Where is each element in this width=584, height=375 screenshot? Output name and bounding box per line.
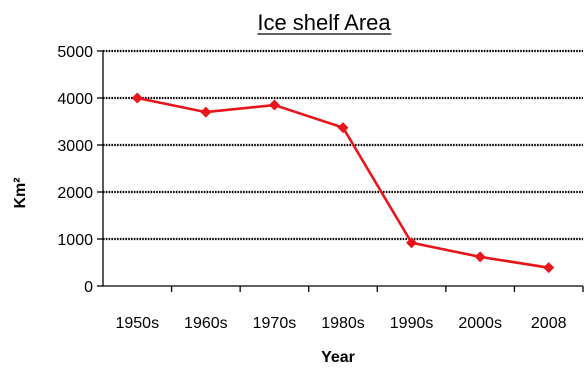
x-tick-label: 2000s	[458, 315, 502, 332]
y-tick-label: 2000	[57, 185, 93, 202]
series	[131, 92, 555, 274]
data-point-marker	[543, 262, 555, 274]
x-tick-label: 1950s	[115, 315, 159, 332]
y-tick-label: 1000	[57, 232, 93, 249]
y-tick-label: 0	[84, 279, 93, 296]
y-axis-ticks: 0 1000 2000 3000 4000 5000	[57, 44, 103, 296]
data-point-marker	[268, 99, 280, 111]
x-tick-label: 1970s	[253, 315, 297, 332]
data-point-marker	[406, 237, 418, 249]
x-tick-label: 1990s	[390, 315, 434, 332]
data-point-marker	[200, 106, 212, 118]
y-tick-label: 5000	[57, 44, 93, 61]
x-tick-label: 1960s	[184, 315, 228, 332]
gridlines	[103, 49, 583, 241]
data-point-marker	[474, 251, 486, 263]
x-tick-label: 1980s	[321, 315, 365, 332]
x-axis-label: Year	[321, 349, 355, 366]
axes	[102, 51, 583, 287]
x-tick-label: 2008	[531, 315, 567, 332]
y-tick-label: 4000	[57, 91, 93, 108]
chart-title: Ice shelf Area	[257, 10, 391, 35]
y-axis-label: Km²	[12, 177, 29, 208]
y-tick-label: 3000	[57, 138, 93, 155]
x-axis-ticks: 1950s 1960s 1970s 1980s 1990s 2000s 2008	[115, 286, 584, 332]
data-point-marker	[337, 122, 349, 134]
data-point-marker	[131, 92, 143, 104]
